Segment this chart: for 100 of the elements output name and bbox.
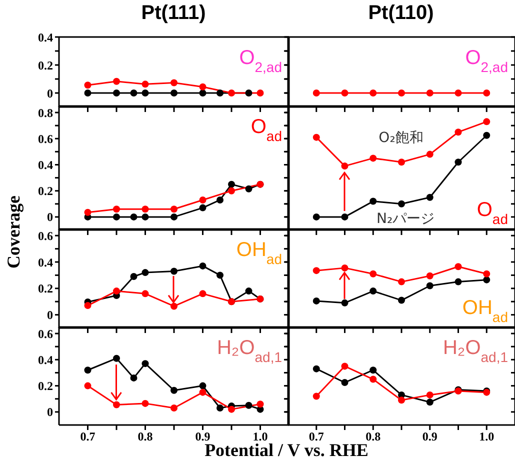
annotation: O$_{ad}$ xyxy=(476,199,508,227)
point xyxy=(370,154,377,162)
point xyxy=(228,90,235,96)
point xyxy=(483,270,490,278)
point xyxy=(84,382,92,390)
point xyxy=(199,90,206,96)
point xyxy=(199,196,206,204)
point xyxy=(312,392,320,400)
point xyxy=(245,185,252,192)
y-tick-label: 0.6 xyxy=(38,326,53,341)
x-tick-label: 0.7 xyxy=(80,430,96,444)
point xyxy=(170,268,178,275)
y-tick-label: 0.2 xyxy=(38,184,53,198)
annotation: H₂O$_{ad,1}$ xyxy=(216,337,282,365)
point xyxy=(398,296,405,304)
point xyxy=(170,386,178,394)
point xyxy=(454,128,462,136)
point xyxy=(142,360,149,368)
point xyxy=(398,396,405,404)
annotation: OH$_{ad}$ xyxy=(462,297,508,325)
point xyxy=(170,213,178,220)
y-tick-label: 0.6 xyxy=(38,132,53,146)
point xyxy=(370,366,377,374)
point xyxy=(216,196,224,204)
point xyxy=(142,206,149,213)
point xyxy=(454,263,462,270)
point xyxy=(426,282,434,290)
annotation: O$_{ad}$ xyxy=(250,116,282,144)
point xyxy=(170,90,178,96)
point xyxy=(142,90,149,96)
point xyxy=(199,83,206,90)
point xyxy=(113,90,120,96)
point xyxy=(142,269,149,276)
point xyxy=(216,272,224,279)
point xyxy=(84,208,92,216)
point xyxy=(130,90,138,96)
point xyxy=(170,404,178,412)
point xyxy=(199,204,206,212)
point xyxy=(170,302,178,310)
point xyxy=(228,187,235,194)
point xyxy=(142,290,149,298)
point xyxy=(216,404,224,412)
point xyxy=(142,80,149,88)
annotation: O$_{2,ad}$ xyxy=(239,47,282,75)
point xyxy=(370,270,377,278)
x-tick-label: 1.0 xyxy=(479,430,494,444)
point xyxy=(170,206,178,213)
point xyxy=(312,297,320,304)
point xyxy=(84,90,92,96)
point xyxy=(312,267,320,274)
point xyxy=(370,198,377,205)
point xyxy=(398,200,405,208)
point xyxy=(84,366,92,374)
y-tick-label: 0.4 xyxy=(38,255,53,270)
point xyxy=(341,379,348,386)
point xyxy=(426,398,434,406)
point xyxy=(142,400,149,407)
annotation: OH$_{ad}$ xyxy=(236,239,282,267)
point xyxy=(245,402,252,409)
annotation: O₂飽和 xyxy=(378,130,424,146)
point xyxy=(199,290,206,298)
x-tick-label: 0.9 xyxy=(422,430,438,444)
point xyxy=(454,158,462,166)
y-tick-label: 0 xyxy=(47,86,53,100)
point xyxy=(398,278,405,286)
point xyxy=(142,213,149,220)
point xyxy=(256,400,264,408)
point xyxy=(341,264,348,272)
point xyxy=(113,401,120,408)
annotation: N₂パージ xyxy=(376,210,435,227)
point xyxy=(312,365,320,372)
point xyxy=(113,288,120,295)
y-tick-label: 0.6 xyxy=(38,228,53,243)
annotation: H₂O$_{ad,1}$ xyxy=(442,337,508,365)
point xyxy=(454,278,462,286)
chart-title: Pt(110) xyxy=(367,2,435,25)
y-tick-label: 0.4 xyxy=(38,158,53,172)
annotation: O$_{2,ad}$ xyxy=(465,47,508,75)
point xyxy=(216,90,224,96)
y-tick-label: 0.4 xyxy=(38,352,53,367)
point xyxy=(426,150,434,158)
y-tick-label: 0.2 xyxy=(38,58,53,72)
point xyxy=(370,376,377,383)
y-tick-label: 0 xyxy=(47,308,53,322)
y-axis-title: Coverage xyxy=(4,195,24,268)
point xyxy=(199,262,206,270)
point xyxy=(113,206,120,213)
point xyxy=(341,213,348,220)
point xyxy=(341,299,348,306)
point xyxy=(341,362,348,370)
point xyxy=(245,90,252,96)
point xyxy=(113,354,120,362)
point xyxy=(483,132,490,139)
point xyxy=(341,162,348,170)
point xyxy=(130,273,138,280)
point xyxy=(228,180,235,188)
point xyxy=(228,406,235,413)
point xyxy=(370,288,377,295)
chart-title: Pt(111) xyxy=(140,2,207,25)
point xyxy=(426,391,434,398)
